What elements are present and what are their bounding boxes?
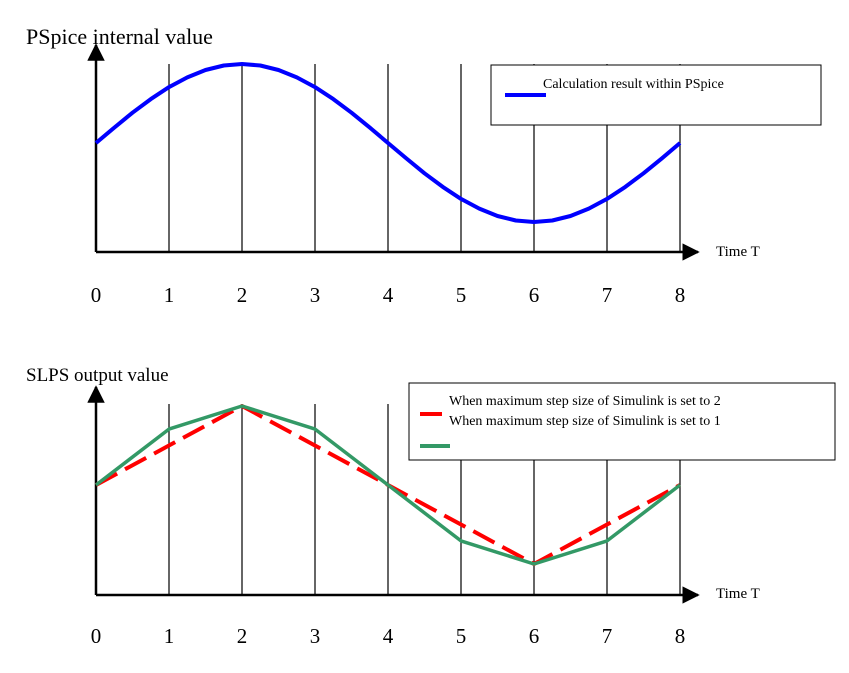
legend-label-step-1: When maximum step size of Simulink is se…	[449, 414, 721, 429]
pspice-tick-labels: 0 1 2 3 4 5 6 7 8	[91, 283, 686, 307]
x-tick-label: 7	[602, 283, 613, 307]
x-tick-label: 6	[529, 283, 540, 307]
pspice-y-axis-title: PSpice internal value	[26, 24, 213, 49]
slps-y-axis-title: SLPS output value	[26, 365, 169, 386]
x-tick-label: 8	[675, 283, 686, 307]
slps-axes	[87, 385, 700, 604]
pspice-x-axis-title: Time T	[716, 244, 760, 260]
pspice-chart: PSpice internal value 0 1 2 3 4 5 6 7 8 Time T C…	[26, 24, 822, 307]
pspice-legend: Calculation result within PSpice	[490, 64, 822, 126]
x-tick-label: 5	[456, 283, 467, 307]
x-tick-label: 4	[383, 624, 394, 648]
series-line-blue	[94, 62, 682, 224]
series-line-green	[94, 404, 682, 566]
legend-box	[408, 382, 836, 461]
x-tick-label: 8	[675, 624, 686, 648]
pspice-series	[94, 62, 682, 224]
legend-label-step-2: When maximum step size of Simulink is se…	[449, 394, 721, 409]
legend-label-pspice: Calculation result within PSpice	[543, 77, 724, 92]
x-tick-label: 3	[310, 283, 321, 307]
x-tick-label: 2	[237, 624, 248, 648]
x-tick-label: 0	[91, 283, 102, 307]
x-tick-label: 7	[602, 624, 613, 648]
x-tick-label: 1	[164, 624, 175, 648]
x-tick-label: 2	[237, 283, 248, 307]
slps-chart: SLPS output value 0 1 2 3 4 5 6 7 8 Time T When …	[26, 365, 836, 648]
x-tick-label: 5	[456, 624, 467, 648]
x-tick-label: 0	[91, 624, 102, 648]
x-tick-label: 3	[310, 624, 321, 648]
slps-tick-labels: 0 1 2 3 4 5 6 7 8	[91, 624, 686, 648]
x-tick-label: 6	[529, 624, 540, 648]
slps-legend: When maximum step size of Simulink is se…	[408, 382, 836, 461]
x-tick-label: 4	[383, 283, 394, 307]
slps-series	[94, 404, 682, 566]
slps-x-axis-title: Time T	[716, 586, 760, 602]
pspice-axes	[87, 43, 700, 261]
x-tick-label: 1	[164, 283, 175, 307]
